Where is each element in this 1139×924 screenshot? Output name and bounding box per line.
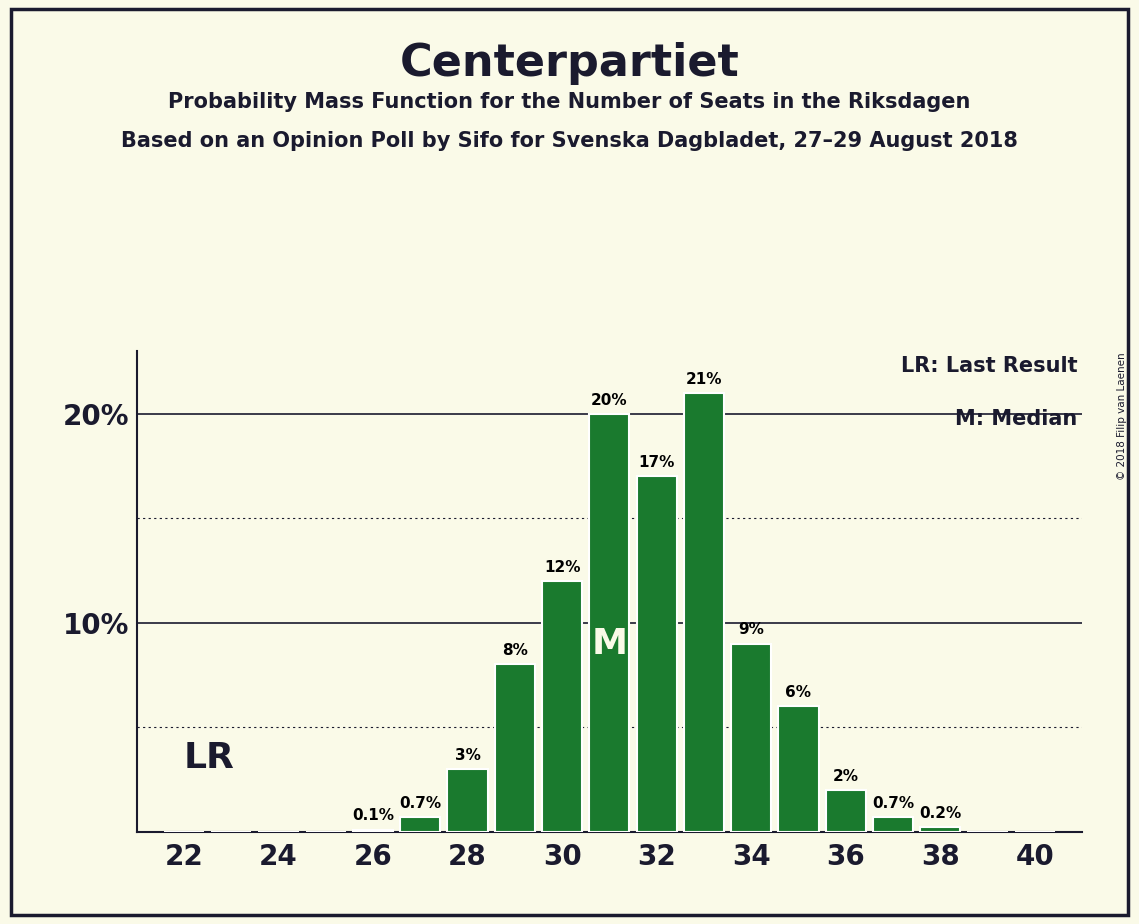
Bar (683, 393, 724, 832)
Text: 0.7%: 0.7% (400, 796, 441, 810)
Text: Based on an Opinion Poll by Sifo for Svenska Dagbladet, 27–29 August 2018: Based on an Opinion Poll by Sifo for Sve… (121, 131, 1018, 152)
Text: 21%: 21% (686, 371, 722, 386)
Bar (400, 817, 441, 832)
Bar (494, 664, 535, 832)
Text: 0.1%: 0.1% (352, 808, 394, 823)
Text: 0.7%: 0.7% (872, 796, 913, 810)
Text: 6%: 6% (786, 685, 811, 700)
Text: 8%: 8% (502, 643, 527, 658)
Text: M: M (591, 626, 628, 661)
Bar (872, 817, 913, 832)
Text: © 2018 Filip van Laenen: © 2018 Filip van Laenen (1117, 352, 1126, 480)
Bar (826, 790, 866, 832)
Bar (731, 644, 771, 832)
Text: 12%: 12% (543, 560, 581, 575)
Bar (920, 827, 960, 832)
Bar (589, 414, 630, 832)
Text: 9%: 9% (738, 623, 764, 638)
Text: 17%: 17% (639, 456, 674, 470)
Bar (637, 477, 677, 832)
Text: 0.2%: 0.2% (919, 806, 961, 821)
Text: Probability Mass Function for the Number of Seats in the Riksdagen: Probability Mass Function for the Number… (169, 92, 970, 113)
Bar (542, 581, 582, 832)
Text: M: Median: M: Median (956, 408, 1077, 429)
Text: 3%: 3% (454, 748, 481, 762)
Bar (448, 769, 487, 832)
Text: 2%: 2% (833, 769, 859, 784)
Text: LR: LR (183, 741, 235, 775)
Bar (778, 706, 819, 832)
Text: Centerpartiet: Centerpartiet (400, 42, 739, 85)
Bar (353, 830, 393, 832)
Text: LR: Last Result: LR: Last Result (901, 356, 1077, 376)
Text: 20%: 20% (591, 393, 628, 407)
